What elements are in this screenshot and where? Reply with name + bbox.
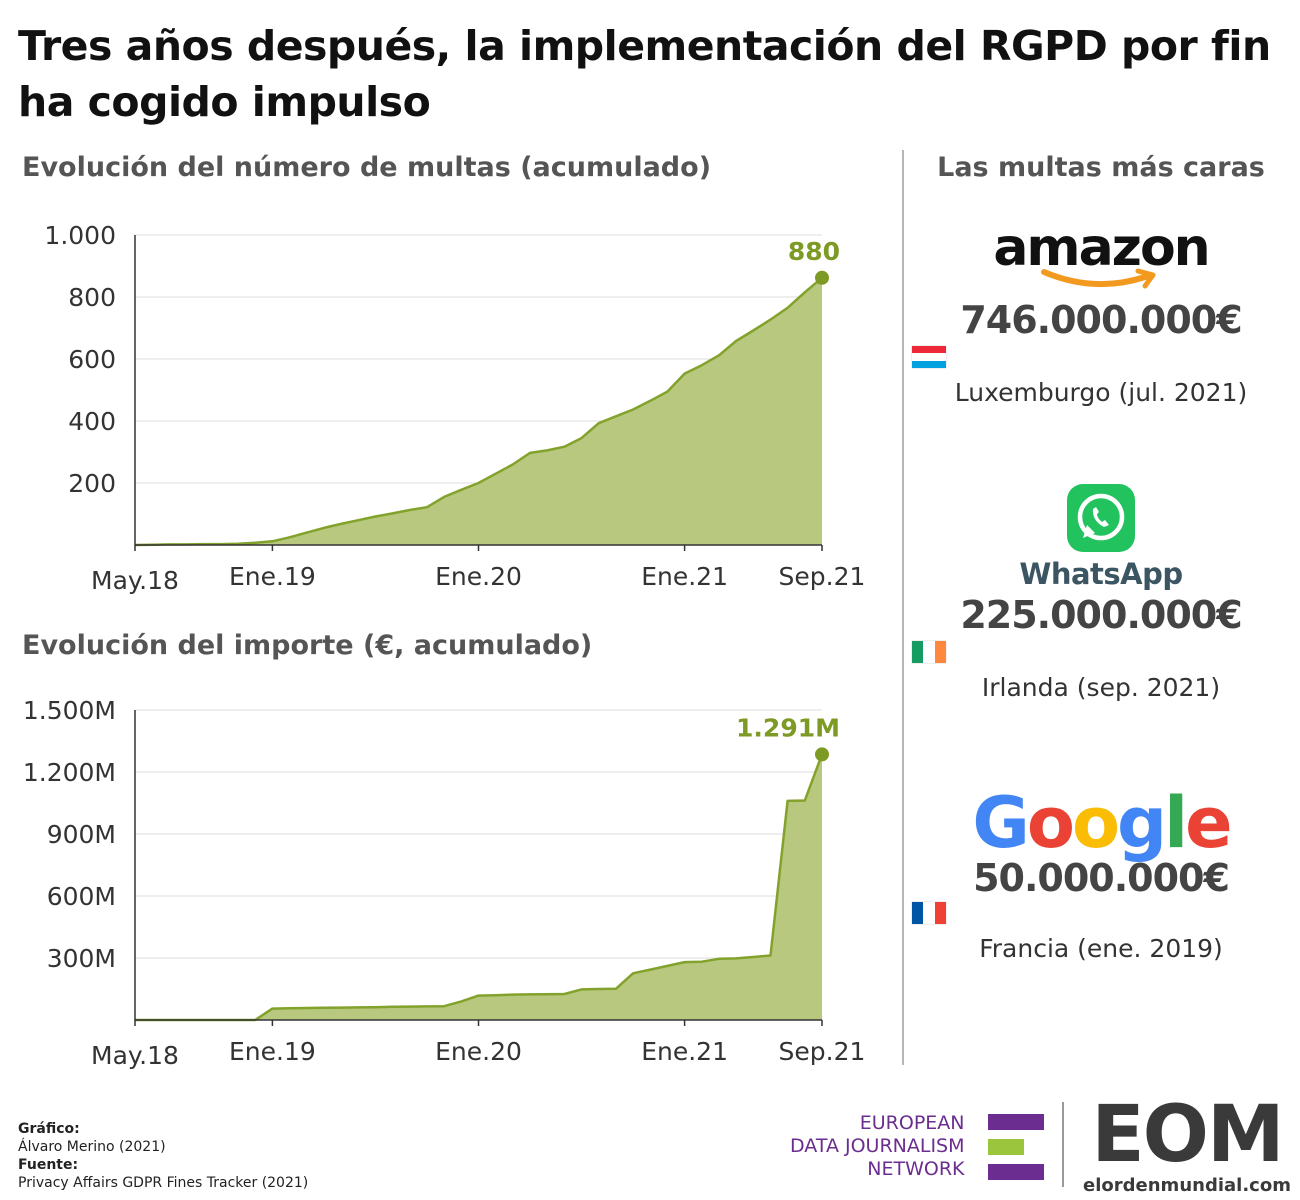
y-tick-label: 900M <box>47 820 116 849</box>
x-tick-label: Ene.19 <box>229 562 316 591</box>
credit-source-value: Privacy Affairs GDPR Fines Tracker (2021… <box>18 1175 309 1191</box>
ireland-flag-icon <box>912 641 946 663</box>
amazon-logo: amazon <box>993 218 1210 278</box>
area-series <box>135 277 822 545</box>
eom-wordmark-text: EOM <box>1091 1090 1284 1180</box>
fine-google: Google 50.000.000€ Francia (ene. 2019) <box>912 788 1290 963</box>
credit-graphic-label: Gráfico: <box>18 1121 80 1137</box>
fine-whatsapp: WhatsApp 225.000.000€ Irlanda (sep. 2021… <box>912 483 1290 702</box>
y-tick-label: 800 <box>68 283 116 312</box>
edjnet-bars-icon <box>988 1114 1044 1189</box>
x-tick-label: Ene.19 <box>229 1037 316 1066</box>
credits: Gráfico: Álvaro Merino (2021) Fuente: Pr… <box>18 1120 308 1192</box>
x-tick-label: Sep.21 <box>779 562 866 591</box>
credit-source-label: Fuente: <box>18 1157 79 1173</box>
end-value-label: 880 <box>788 237 840 266</box>
end-point <box>815 270 829 285</box>
y-tick-label: 400 <box>68 407 116 436</box>
page-title: Tres años después, la implementación del… <box>18 22 1271 126</box>
eom-url: elordenmundial.com <box>1083 1175 1291 1196</box>
y-tick-label: 300M <box>47 944 116 973</box>
vertical-divider <box>902 150 904 1065</box>
fine-amount-google: 50.000.000€ <box>973 856 1230 900</box>
y-tick-label: 600 <box>68 345 116 374</box>
x-tick-label: Ene.21 <box>641 562 728 591</box>
x-tick-label: May.18 <box>91 1041 179 1070</box>
fine-country-whatsapp: Irlanda (sep. 2021) <box>981 673 1221 702</box>
end-value-label: 1.291M <box>736 713 840 742</box>
x-tick-label: Ene.20 <box>435 562 522 591</box>
edjnet-line-3: NETWORK <box>867 1158 965 1180</box>
end-point <box>815 747 829 762</box>
google-letter: G <box>972 782 1029 864</box>
line-series <box>134 276 823 547</box>
luxembourg-flag-icon <box>912 346 946 368</box>
logo-divider <box>1062 1102 1064 1187</box>
google-wordmark: Google <box>972 782 1233 864</box>
chart-title-importe: Evolución del importe (€, acumulado) <box>22 630 593 661</box>
google-letter: o <box>1071 782 1120 864</box>
google-letter: l <box>1164 782 1188 864</box>
chart-importe: 300M 600M 900M 1.200M 1.500M May.18 Ene.19 Ene.… <box>23 696 866 1070</box>
google-letter: g <box>1117 782 1167 864</box>
google-letter: o <box>1026 782 1075 864</box>
chart-multas: 200 400 600 800 1.000 May.18 Ene.19 Ene.20 Ene.2… <box>44 221 866 595</box>
x-tick-label: Ene.20 <box>435 1037 522 1066</box>
amazon-smile-icon <box>1041 268 1156 289</box>
google-letter: e <box>1185 782 1233 864</box>
chart-title-multas: Evolución del número de multas (acumulad… <box>22 152 712 183</box>
eom-wordmark: EOM <box>1082 1095 1292 1175</box>
credit-graphic-value: Álvaro Merino (2021) <box>18 1139 166 1155</box>
x-tick-label: May.18 <box>91 566 179 595</box>
y-tick-label: 1.000 <box>44 221 116 250</box>
whatsapp-icon <box>1067 484 1135 552</box>
fine-country-amazon: Luxemburgo (jul. 2021) <box>954 378 1248 407</box>
y-tick-label: 600M <box>47 882 116 911</box>
whatsapp-logo: WhatsApp <box>1019 557 1183 591</box>
google-logo: Google <box>912 788 1290 858</box>
y-tick-label: 200 <box>68 469 116 498</box>
fine-amount-whatsapp: 225.000.000€ <box>960 593 1242 637</box>
eom-logo: EOM elordenmundial.com <box>1082 1095 1292 1196</box>
fine-country-google: Francia (ene. 2019) <box>979 934 1223 963</box>
fines-title: Las multas más caras <box>937 152 1265 183</box>
edjnet-line-2: DATA JOURNALISM <box>790 1135 965 1157</box>
y-tick-label: 1.500M <box>23 696 116 725</box>
edjnet-line-1: EUROPEAN <box>859 1112 965 1134</box>
fine-amazon: amazon 746.000.000€ Luxemburgo (jul. 202… <box>912 222 1290 407</box>
x-tick-label: Ene.21 <box>641 1037 728 1066</box>
area-series <box>135 754 822 1020</box>
fine-amount-amazon: 746.000.000€ <box>960 298 1242 342</box>
y-tick-label: 1.200M <box>23 758 116 787</box>
france-flag-icon <box>912 902 946 924</box>
x-tick-label: Sep.21 <box>779 1037 866 1066</box>
edjnet-logo: EUROPEAN DATA JOURNALISM NETWORK <box>790 1112 965 1181</box>
